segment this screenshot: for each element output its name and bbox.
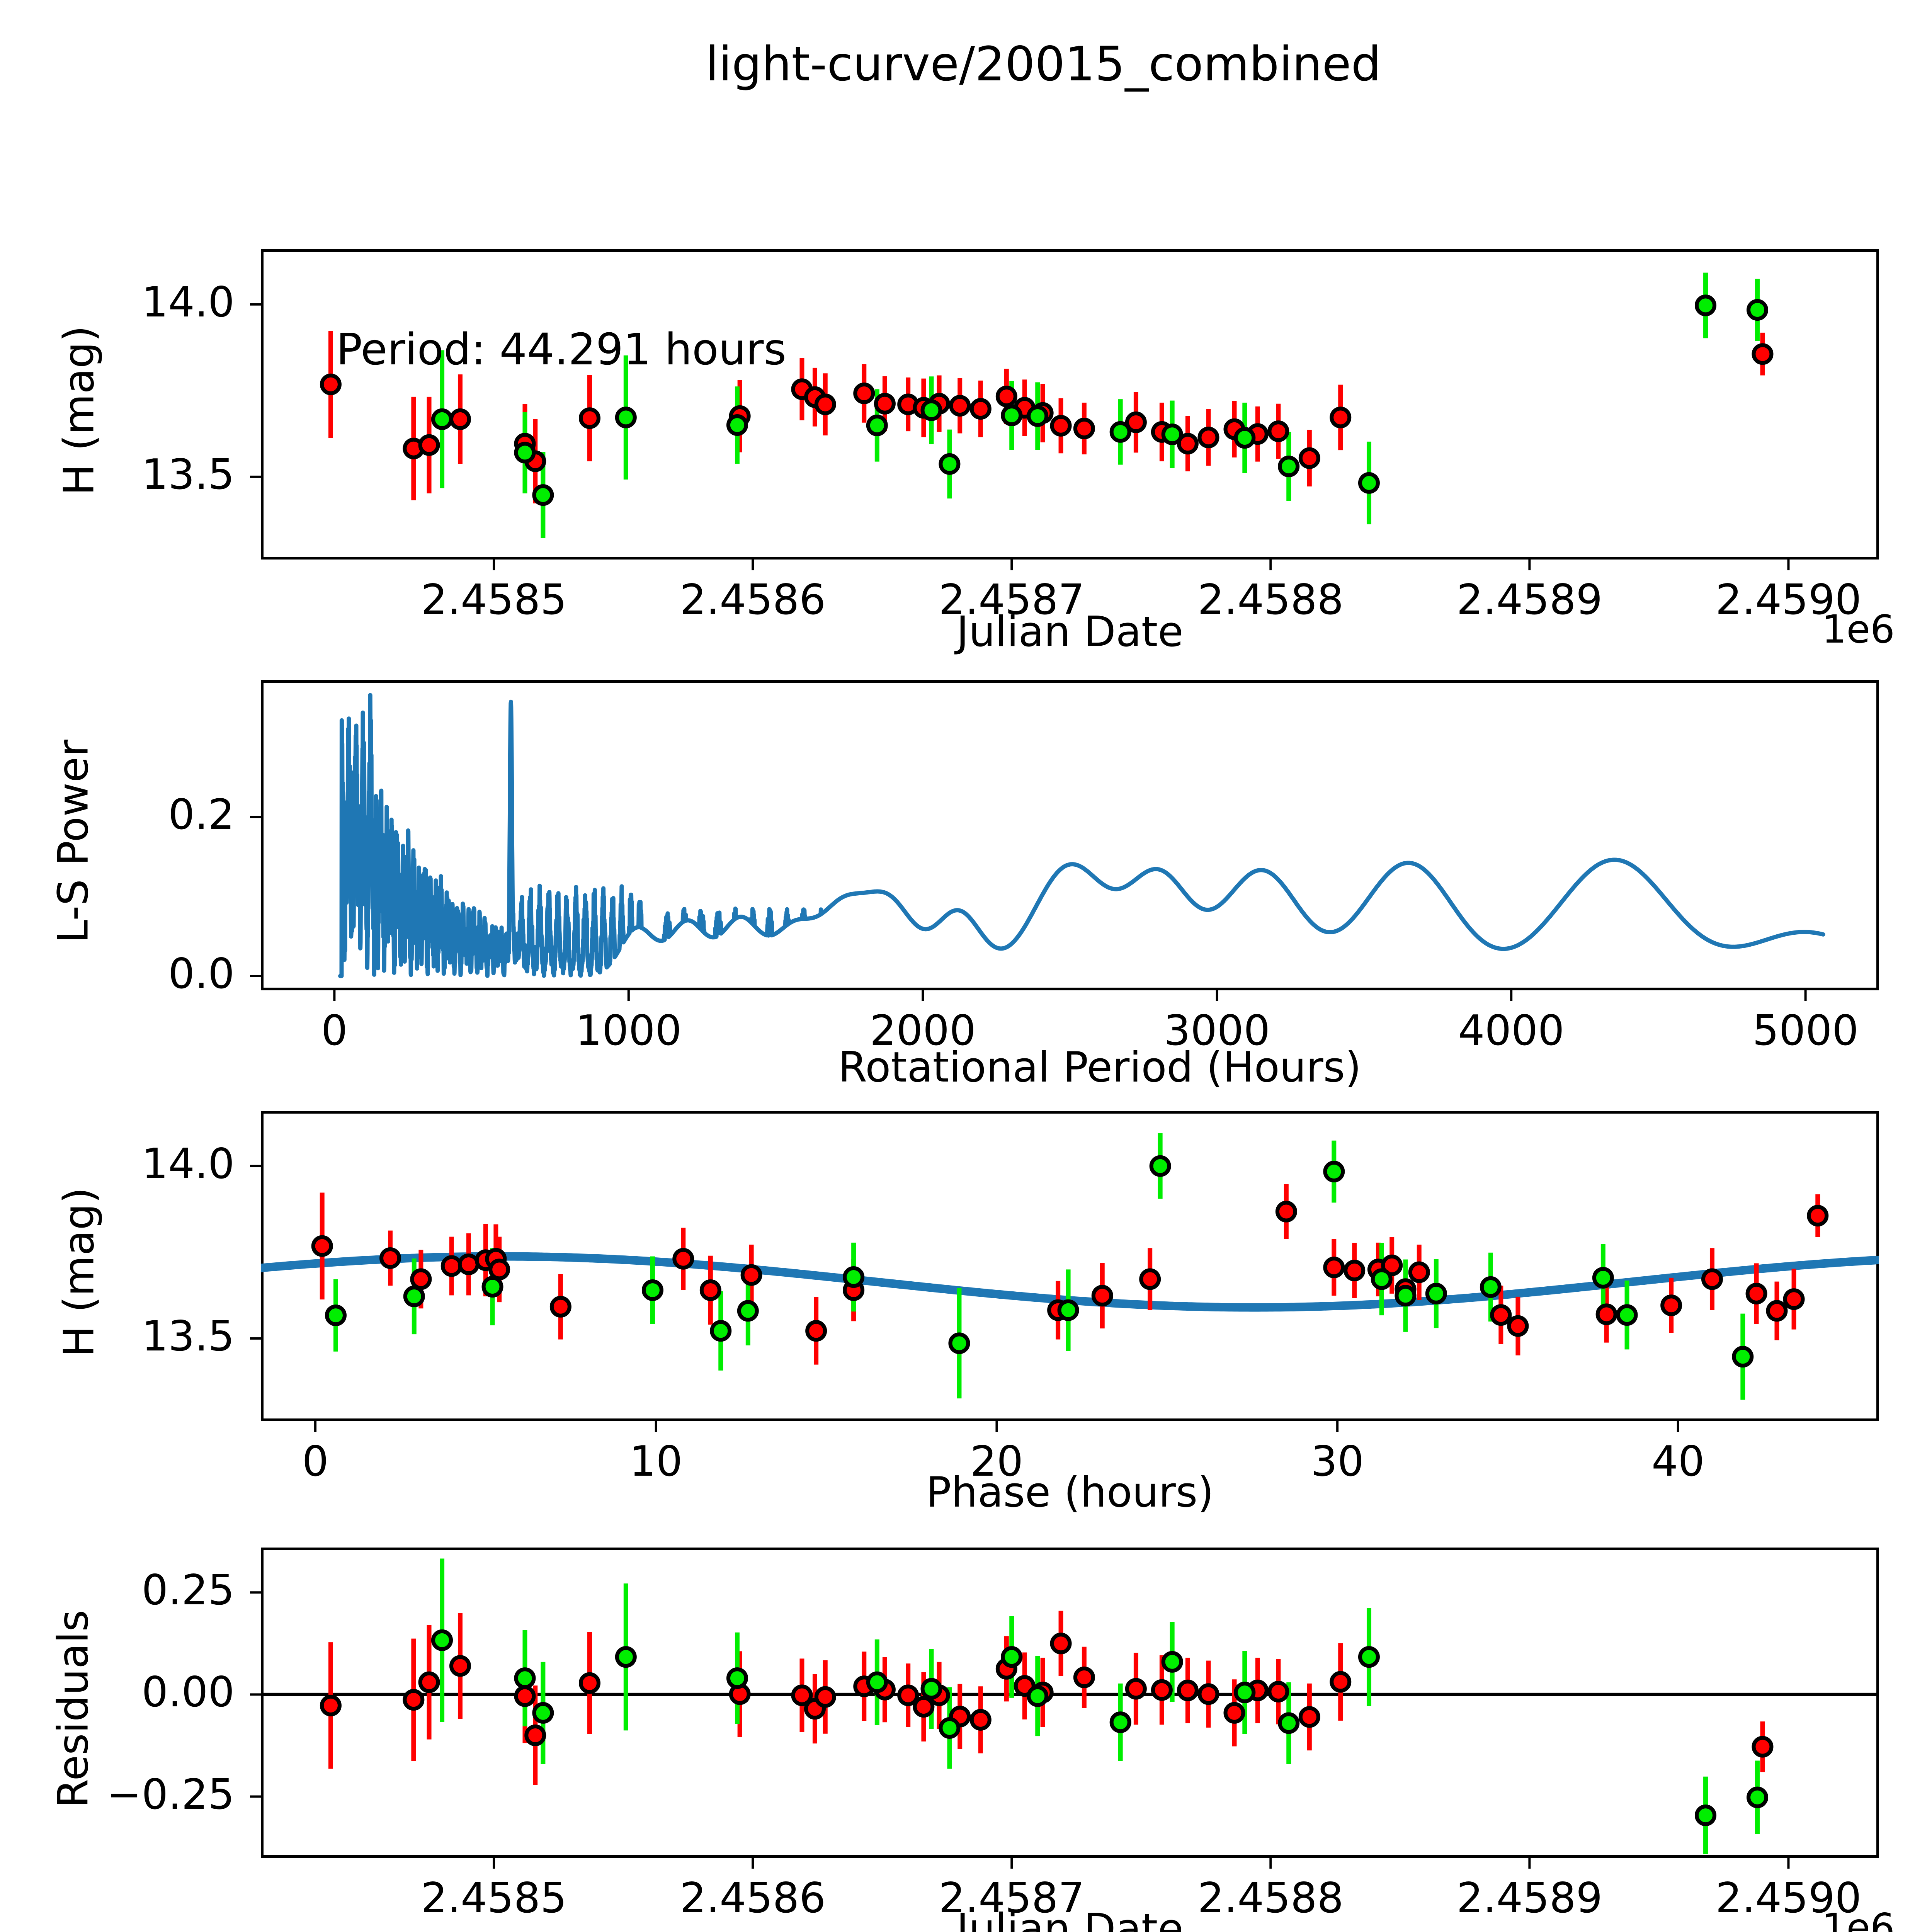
phase-ytick-0: 14.0 (141, 1139, 235, 1188)
periodogram-xtick-3: 3000 (1164, 1007, 1270, 1055)
periodogram-xlabel: Rotational Period (Hours) (838, 1043, 1361, 1092)
residuals-ytick-0: 0.25 (141, 1566, 235, 1615)
lightcurve-xtick-1: 2.4586 (680, 576, 826, 624)
lightcurve-x-offset-text: 1e6 (1822, 607, 1895, 652)
residuals-xtick-3: 2.4588 (1197, 1874, 1344, 1922)
periodogram-xtick-5: 5000 (1752, 1007, 1859, 1055)
periodogram-xtick-1: 1000 (575, 1007, 682, 1055)
phase-xtick-0: 0 (302, 1437, 329, 1486)
residuals-xtick-5: 2.4590 (1715, 1874, 1862, 1922)
lightcurve-xtick-3: 2.4588 (1197, 576, 1344, 624)
periodogram-ytick-1: 0.2 (168, 791, 235, 839)
lightcurve-xtick-2: 2.4587 (939, 576, 1085, 624)
residuals-xtick-4: 2.4589 (1456, 1874, 1603, 1922)
periodogram-xtick-0: 0 (321, 1007, 348, 1055)
periodogram-xtick-2: 2000 (869, 1007, 976, 1055)
lightcurve-xtick-0: 2.4585 (421, 576, 567, 624)
lightcurve-xtick-5: 2.4590 (1715, 576, 1862, 624)
residuals-ytick-1: 0.00 (141, 1668, 235, 1717)
residuals-xlabel: Julian Date (956, 1905, 1184, 1932)
phase-xlabel: Phase (hours) (926, 1468, 1214, 1517)
period-annotation: Period: 44.291 hours (336, 325, 786, 375)
phase-xtick-1: 10 (629, 1437, 683, 1486)
lightcurve-xtick-4: 2.4589 (1456, 576, 1603, 624)
residuals-xtick-0: 2.4585 (421, 1874, 567, 1922)
periodogram-ytick-0: 0.0 (168, 949, 235, 998)
periodogram-xtick-4: 4000 (1458, 1007, 1565, 1055)
lightcurve-ytick-1: 13.5 (141, 450, 235, 499)
residuals-ytick-2: −0.25 (107, 1770, 235, 1819)
figure-title: light-curve/20015_combined (705, 37, 1381, 92)
phase-ytick-1: 13.5 (141, 1312, 235, 1361)
phase-panel (261, 1111, 1879, 1421)
phase-xtick-3: 30 (1311, 1437, 1364, 1486)
lightcurve-xlabel: Julian Date (956, 608, 1184, 656)
residuals-x-offset-text: 1e6 (1822, 1905, 1895, 1932)
phase-xtick-2: 20 (970, 1437, 1024, 1486)
lightcurve-panel (261, 249, 1879, 560)
residuals-xtick-1: 2.4586 (680, 1874, 826, 1922)
residuals-xtick-2: 2.4587 (939, 1874, 1085, 1922)
lightcurve-ytick-0: 14.0 (141, 278, 235, 327)
phase-xtick-4: 40 (1651, 1437, 1705, 1486)
